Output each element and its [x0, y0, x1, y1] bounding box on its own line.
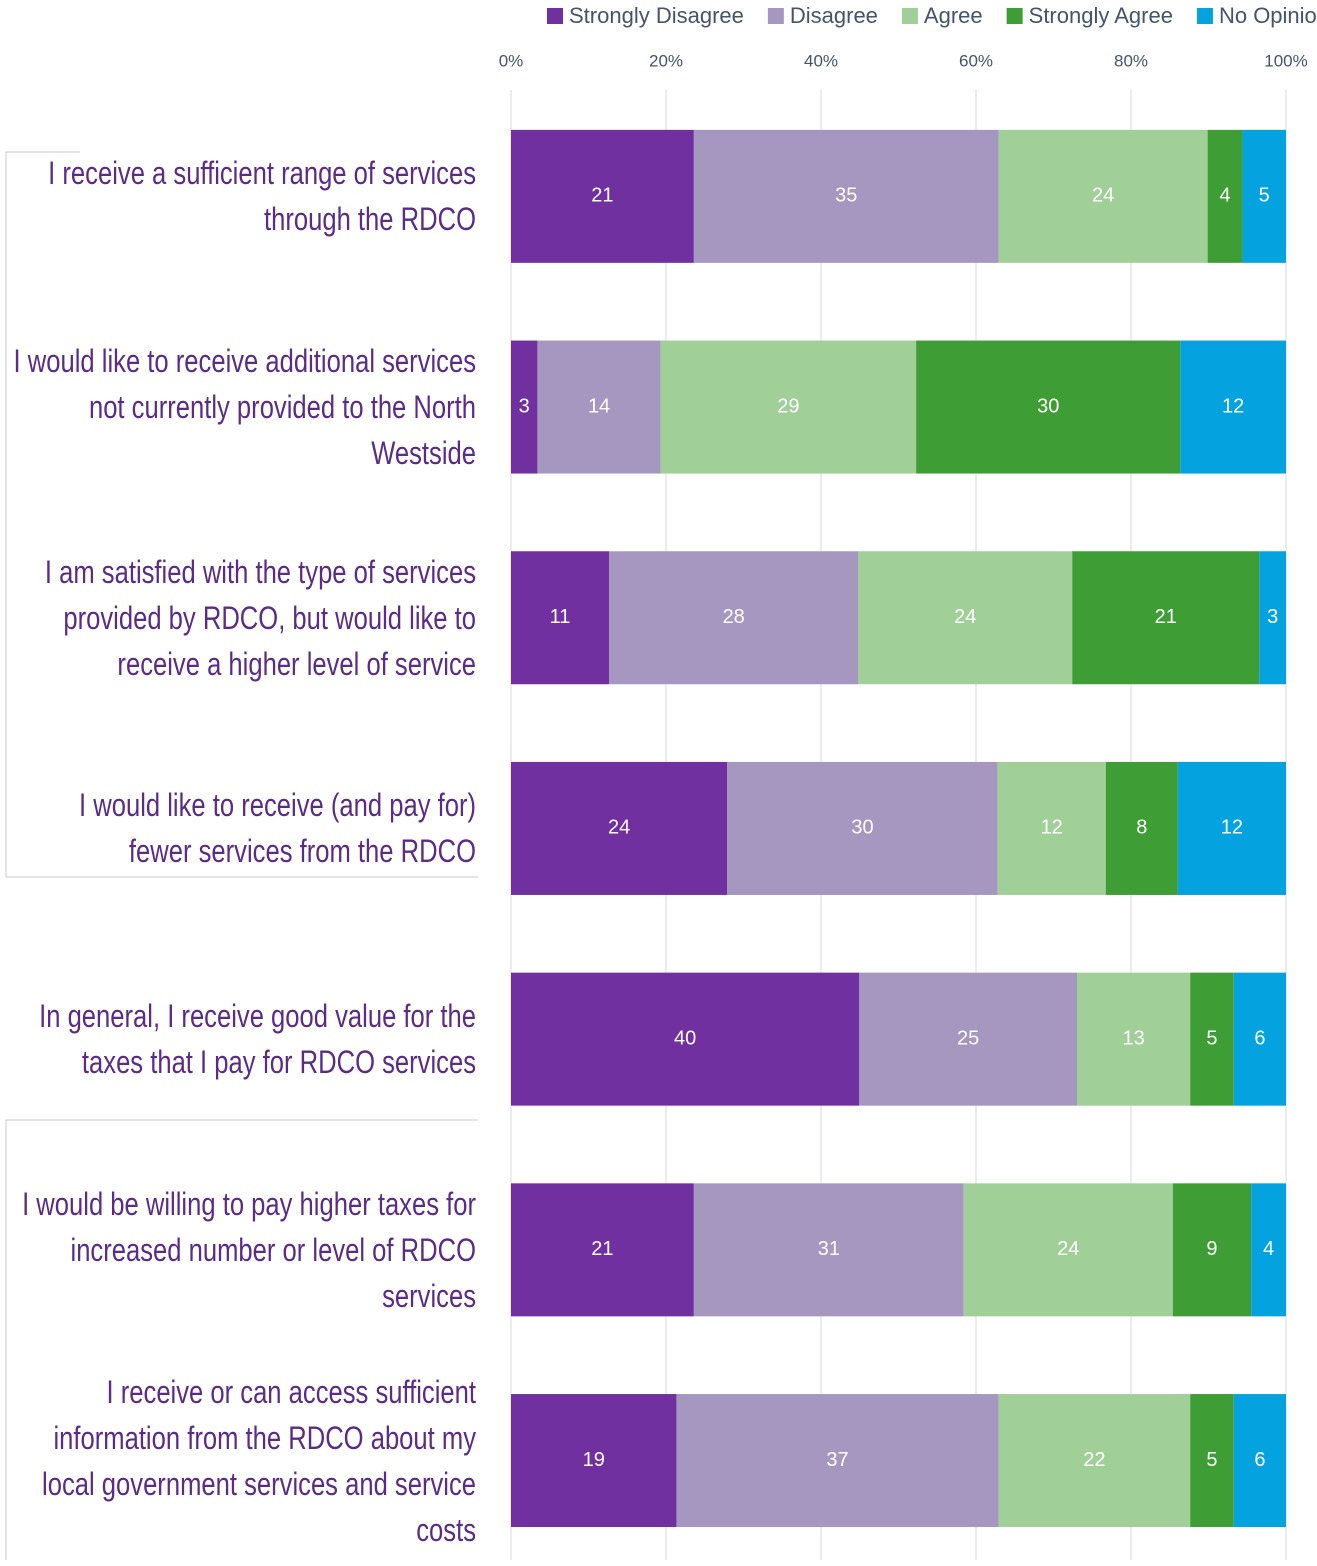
bar-segment [537, 340, 661, 474]
bar-segment [1251, 1183, 1286, 1317]
data-label: 30 [851, 817, 873, 839]
legend-label: Agree [924, 3, 983, 28]
data-label: 25 [957, 1027, 979, 1049]
bar-segment [1177, 761, 1286, 895]
data-label: 40 [674, 1027, 696, 1049]
data-label: 13 [1122, 1027, 1144, 1049]
data-label: 21 [591, 1238, 613, 1260]
bar-segment [511, 1183, 694, 1317]
data-label: 6 [1254, 1449, 1265, 1471]
data-label: 24 [608, 817, 630, 839]
bar-segment [693, 1183, 964, 1317]
category-label: I would be willing to pay higher taxes f… [22, 1185, 476, 1314]
data-label: 24 [1092, 185, 1114, 207]
data-label: 37 [826, 1449, 848, 1471]
bar-segment [963, 1183, 1173, 1317]
bar-segment [727, 761, 998, 895]
data-label: 21 [1155, 606, 1177, 628]
data-label: 5 [1206, 1449, 1217, 1471]
category-label: I receive a sufficient range of services… [48, 155, 477, 238]
data-label: 28 [723, 606, 745, 628]
bar-segment [1072, 551, 1260, 685]
bar-segment [1180, 340, 1286, 474]
bar-segment [1207, 129, 1243, 263]
data-label: 5 [1206, 1027, 1217, 1049]
bar-segment [997, 761, 1106, 895]
legend-swatch [767, 8, 784, 24]
bar-segment [1233, 1394, 1286, 1528]
category-label: I receive or can access sufficient infor… [42, 1373, 477, 1548]
data-label: 30 [1037, 395, 1059, 417]
data-label: 19 [583, 1449, 605, 1471]
bar-segment [998, 1394, 1191, 1528]
legend-label: Strongly Disagree [569, 3, 744, 28]
bar-segment [916, 340, 1181, 474]
bar-segment [511, 1394, 677, 1528]
label-bracket [5, 1119, 478, 1560]
bar-segment [859, 972, 1078, 1106]
x-tick-label: 40% [804, 51, 838, 70]
data-label: 24 [1057, 1238, 1079, 1260]
data-label: 12 [1222, 395, 1244, 417]
data-label: 4 [1219, 185, 1230, 207]
x-tick-label: 60% [959, 51, 993, 70]
legend-label: Strongly Agree [1029, 3, 1173, 28]
bar-segment [1242, 129, 1286, 263]
data-label: 21 [591, 185, 613, 207]
bar-segment [608, 551, 859, 685]
data-label: 31 [818, 1238, 840, 1260]
bar-segment [1077, 972, 1191, 1106]
bar-segment [511, 972, 860, 1106]
data-label: 12 [1041, 817, 1063, 839]
bar-segment [1172, 1183, 1252, 1317]
data-label: 3 [519, 395, 530, 417]
data-label: 3 [1267, 606, 1278, 628]
bar-segment [1190, 972, 1234, 1106]
bar-segment [1233, 972, 1286, 1106]
data-label: 14 [588, 395, 610, 417]
category-label: I am satisfied with the type of services… [44, 553, 477, 682]
bar-segment [998, 129, 1208, 263]
legend-label: Disagree [790, 3, 878, 28]
bar-segment [1259, 551, 1286, 685]
data-label: 22 [1083, 1449, 1105, 1471]
bar-segment [676, 1394, 999, 1528]
data-label: 6 [1254, 1027, 1265, 1049]
bar-segment [693, 129, 999, 263]
legend-swatch [901, 8, 918, 24]
category-label: In general, I receive good value for the… [39, 998, 476, 1081]
data-label: 4 [1263, 1238, 1274, 1260]
legend-swatch [547, 8, 563, 24]
bar-segment [511, 340, 538, 474]
data-label: 35 [835, 185, 857, 207]
x-tick-label: 100% [1264, 51, 1307, 70]
legend-swatch [1196, 8, 1213, 24]
bar-segment [511, 129, 694, 263]
data-label: 29 [777, 395, 799, 417]
legend-label: No Opinion [1219, 3, 1317, 28]
label-bracket [5, 151, 478, 878]
x-tick-label: 20% [649, 51, 683, 70]
x-tick-label: 0% [499, 51, 524, 70]
data-label: 9 [1206, 1238, 1217, 1260]
data-label: 12 [1221, 817, 1243, 839]
bar-segment [660, 340, 917, 474]
bar-segment [858, 551, 1073, 685]
bar-segment [1105, 761, 1178, 895]
category-label: I would like to receive additional servi… [13, 343, 477, 472]
category-label: I would like to receive (and pay for) fe… [79, 787, 476, 870]
data-label: 8 [1136, 817, 1147, 839]
legend-swatch [1006, 8, 1023, 24]
bar-segment [511, 551, 609, 685]
bar-segment [1190, 1394, 1234, 1528]
bar-segment [511, 761, 728, 895]
x-tick-label: 80% [1114, 51, 1148, 70]
data-label: 11 [550, 606, 571, 628]
data-label: 24 [954, 606, 976, 628]
data-label: 5 [1259, 185, 1270, 207]
